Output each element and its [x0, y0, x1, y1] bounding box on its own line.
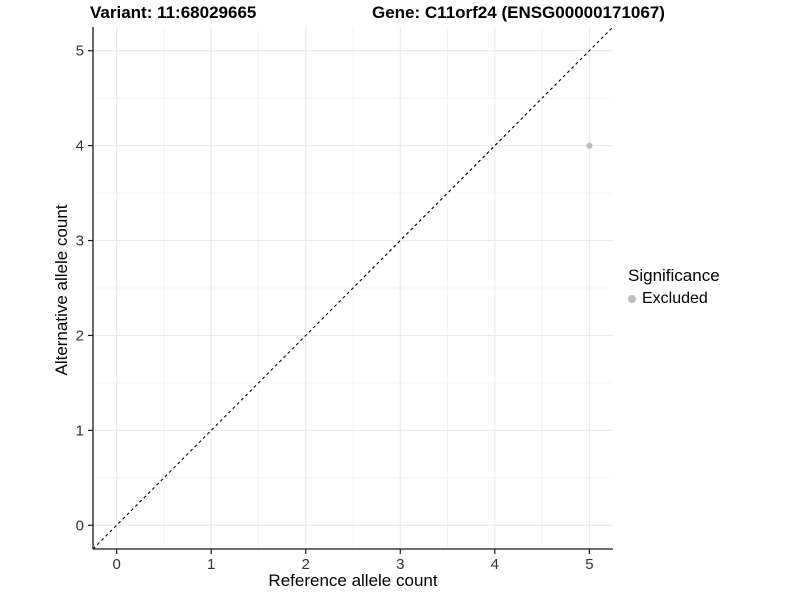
legend-title: Significance: [628, 266, 720, 285]
x-tick-label: 2: [302, 556, 310, 573]
legend: Significance Excluded: [628, 266, 720, 308]
y-tick-label: 3: [76, 233, 84, 250]
y-axis-label: Alternative allele count: [52, 204, 71, 376]
x-tick-label: 1: [207, 556, 215, 573]
legend-entry-label: Excluded: [642, 290, 708, 307]
x-tick-label: 4: [491, 556, 499, 573]
x-axis-label: Reference allele count: [268, 571, 438, 590]
legend-entry-excluded: Excluded: [628, 290, 720, 308]
y-tick-label: 2: [76, 327, 84, 344]
identity-reference-line: [92, 26, 614, 550]
plot-title-gene: Gene: C11orf24 (ENSG00000171067): [372, 3, 665, 22]
x-tick-label: 5: [585, 556, 593, 573]
y-tick-label: 1: [76, 422, 84, 439]
y-tick-label: 4: [76, 138, 84, 155]
excluded-marker-icon: [628, 295, 636, 303]
y-tick-label: 5: [76, 43, 84, 60]
y-tick-label: 0: [76, 517, 84, 534]
x-tick-label: 3: [396, 556, 404, 573]
data-point: [586, 142, 593, 149]
plot-title-variant: Variant: 11:68029665: [90, 3, 257, 22]
x-tick-label: 0: [112, 556, 120, 573]
